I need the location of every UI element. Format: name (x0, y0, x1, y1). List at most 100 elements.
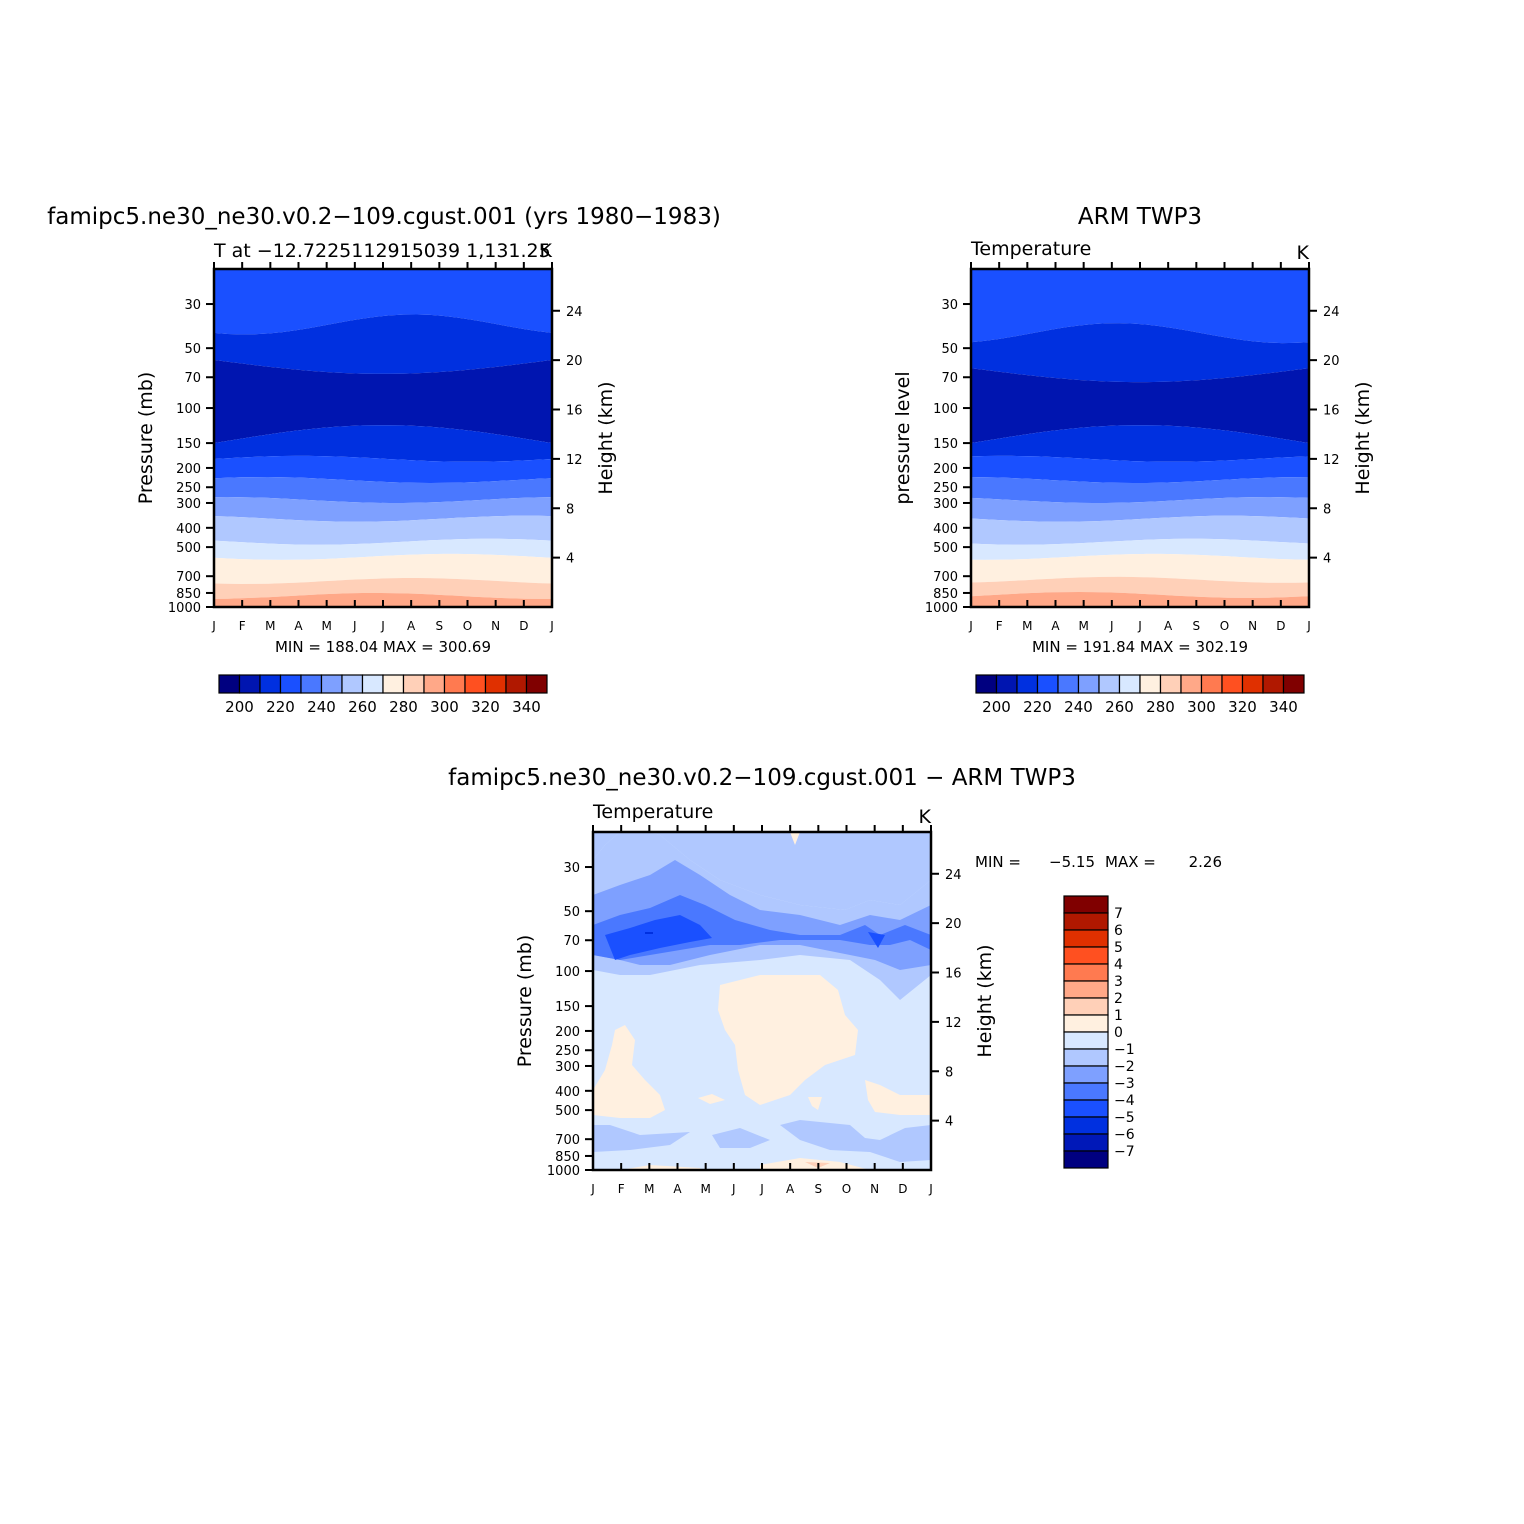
pressure-tick-label: 30 (184, 298, 201, 313)
colorbar-swatch (1221, 674, 1244, 694)
height-tick-label: 24 (945, 868, 962, 883)
x-tick-label: M (321, 619, 331, 633)
temperature-band (214, 425, 552, 462)
pressure-tick-label: 100 (933, 402, 958, 417)
diff-region-level-plus1-right (865, 1080, 931, 1115)
pressure-tick-label: 850 (176, 587, 201, 602)
x-tick-label: O (1220, 619, 1229, 633)
panel-obs-plot-area (971, 269, 1309, 607)
height-tick-label: 8 (1323, 502, 1331, 517)
colorbar-label: −5 (1114, 1110, 1135, 1126)
panel-diff-max-value: 2.26 (1189, 853, 1222, 871)
temperature-band (214, 553, 552, 584)
temperature-band (214, 269, 552, 335)
x-tick-label: S (436, 619, 444, 633)
colorbar-label: 300 (1187, 698, 1216, 716)
diff-region-level-minus2-low-center (712, 1128, 770, 1148)
temperature-band (971, 455, 1309, 483)
pressure-tick-label: 100 (176, 402, 201, 417)
panel-diff-ylabel-left: Pressure (mb) (514, 935, 536, 1068)
temperature-band (214, 497, 552, 522)
diff-region-level-plus1-left (593, 1025, 665, 1118)
colorbar-label: 240 (307, 698, 336, 716)
x-tick-label: J (211, 619, 216, 633)
temperature-band (971, 553, 1309, 583)
pressure-tick-label: 70 (563, 934, 580, 949)
colorbar-label: 200 (225, 698, 254, 716)
pressure-tick-label: 400 (933, 522, 958, 537)
panel-obs-subtitle-right: K (1297, 242, 1310, 264)
panel-diff-title: famipc5.ne30_ne30.v0.2−109.cgust.001 − A… (448, 765, 1076, 791)
pressure-tick-label: 70 (941, 371, 958, 386)
pressure-tick-label: 400 (555, 1085, 580, 1100)
height-tick-label: 12 (566, 453, 583, 468)
colorbar-swatch (1063, 1065, 1109, 1084)
x-tick-label: N (1248, 619, 1257, 633)
colorbar-swatch (1063, 1082, 1109, 1101)
temperature-band (971, 269, 1309, 344)
diff-region-level-minus2-low-right (780, 1120, 931, 1162)
colorbar-label: −1 (1114, 1042, 1135, 1058)
colorbar-swatch (300, 674, 323, 694)
panel-obs-title: ARM TWP3 (1078, 204, 1202, 230)
colorbar-swatch (1057, 674, 1080, 694)
temperature-band (971, 497, 1309, 522)
x-tick-label: M (265, 619, 275, 633)
pressure-tick-label: 250 (176, 481, 201, 496)
colorbar-swatch (1063, 1150, 1109, 1169)
colorbar-swatch (1036, 674, 1059, 694)
colorbar-label: 5 (1114, 940, 1123, 956)
colorbar-label: −7 (1114, 1144, 1135, 1160)
pressure-tick-label: 250 (933, 481, 958, 496)
colorbar-label: 260 (1105, 698, 1134, 716)
colorbar-label: 0 (1114, 1025, 1123, 1041)
panel-diff-ylabel-right: Height (km) (974, 944, 996, 1057)
height-tick-label: 4 (945, 1115, 953, 1130)
x-tick-label: A (407, 619, 416, 633)
colorbar-label: 320 (471, 698, 500, 716)
panel-obs-ylabel-left: pressure level (892, 371, 914, 504)
colorbar-swatch (1063, 1031, 1109, 1050)
panel-diff-subtitle-right: K (919, 806, 932, 828)
x-tick-label: J (1306, 619, 1311, 633)
panel-diff: famipc5.ne30_ne30.v0.2−109.cgust.001 − A… (448, 765, 1222, 1196)
colorbar-label: 320 (1228, 698, 1257, 716)
panel-model-title: famipc5.ne30_ne30.v0.2−109.cgust.001 (yr… (47, 204, 721, 230)
colorbar-label: −2 (1114, 1059, 1135, 1075)
panel-obs-min-max: MIN = 191.84 MAX = 302.19 (1032, 638, 1248, 656)
temperature-band (214, 359, 552, 444)
pressure-tick-label: 150 (933, 437, 958, 452)
panel-obs-subtitle-left: Temperature (970, 238, 1091, 260)
colorbar-label: 2 (1114, 991, 1123, 1007)
colorbar-swatch (1063, 912, 1109, 931)
temperature-band (971, 425, 1309, 462)
colorbar-swatch (423, 674, 446, 694)
pressure-tick-label: 50 (563, 905, 580, 920)
height-tick-label: 16 (1323, 404, 1340, 419)
colorbar-swatch (1118, 674, 1141, 694)
pressure-tick-label: 70 (184, 371, 201, 386)
colorbar-label: 200 (982, 698, 1011, 716)
x-tick-label: J (759, 1182, 764, 1196)
x-tick-label: A (1051, 619, 1060, 633)
colorbar-swatch (443, 674, 466, 694)
pressure-tick-label: 400 (176, 522, 201, 537)
x-tick-label: D (519, 619, 528, 633)
diff-region-level-plus1-top (790, 832, 800, 845)
colorbar-swatch (1282, 674, 1305, 694)
pressure-tick-label: 30 (941, 298, 958, 313)
pressure-tick-label: 300 (176, 497, 201, 512)
x-tick-label: A (294, 619, 303, 633)
colorbar-swatch (1063, 929, 1109, 948)
diff-region-level-minus2-low-left (593, 1125, 690, 1152)
height-tick-label: 16 (945, 967, 962, 982)
colorbar-swatch (1063, 980, 1109, 999)
pressure-tick-label: 700 (176, 570, 201, 585)
height-tick-label: 20 (945, 917, 962, 932)
temperature-band (214, 515, 552, 545)
pressure-tick-label: 700 (933, 570, 958, 585)
x-tick-label: J (1137, 619, 1142, 633)
height-tick-label: 12 (1323, 453, 1340, 468)
